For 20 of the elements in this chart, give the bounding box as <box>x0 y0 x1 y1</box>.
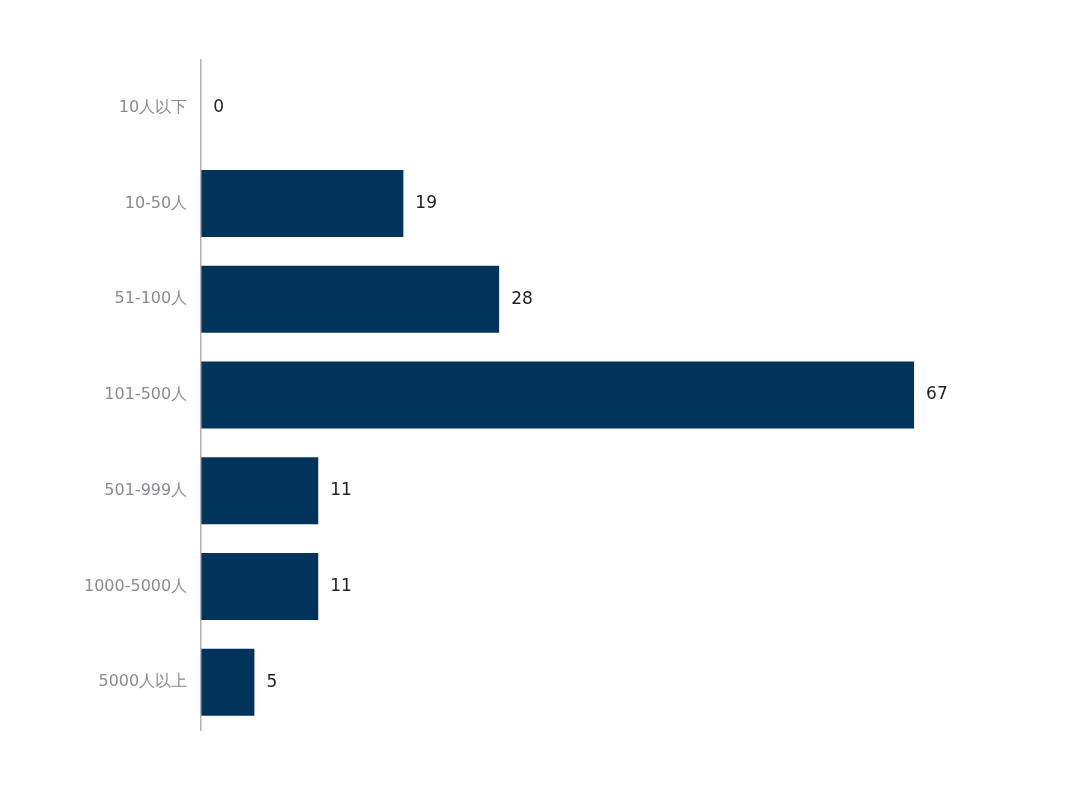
y-tick-label: 10人以下 <box>118 97 188 117</box>
data-label: 5 <box>266 670 278 691</box>
data-label: 19 <box>415 191 438 212</box>
bar <box>201 361 915 429</box>
y-tick-label: 1000-5000人 <box>83 575 188 595</box>
y-tick-label: 10-50人 <box>124 192 188 212</box>
y-tick-label: 5000人以上 <box>98 671 188 691</box>
bar <box>201 648 255 716</box>
data-label: 11 <box>330 479 352 500</box>
data-label: 28 <box>511 287 533 308</box>
bar <box>201 552 319 620</box>
data-label: 0 <box>213 96 225 117</box>
data-label: 11 <box>330 574 352 595</box>
bar <box>201 457 319 525</box>
bar <box>201 265 500 333</box>
y-tick-label: 51-100人 <box>114 288 188 308</box>
y-tick-label: 501-999人 <box>104 479 188 499</box>
data-label: 67 <box>926 383 948 404</box>
y-tick-label: 101-500人 <box>104 384 188 404</box>
bar <box>201 170 404 238</box>
